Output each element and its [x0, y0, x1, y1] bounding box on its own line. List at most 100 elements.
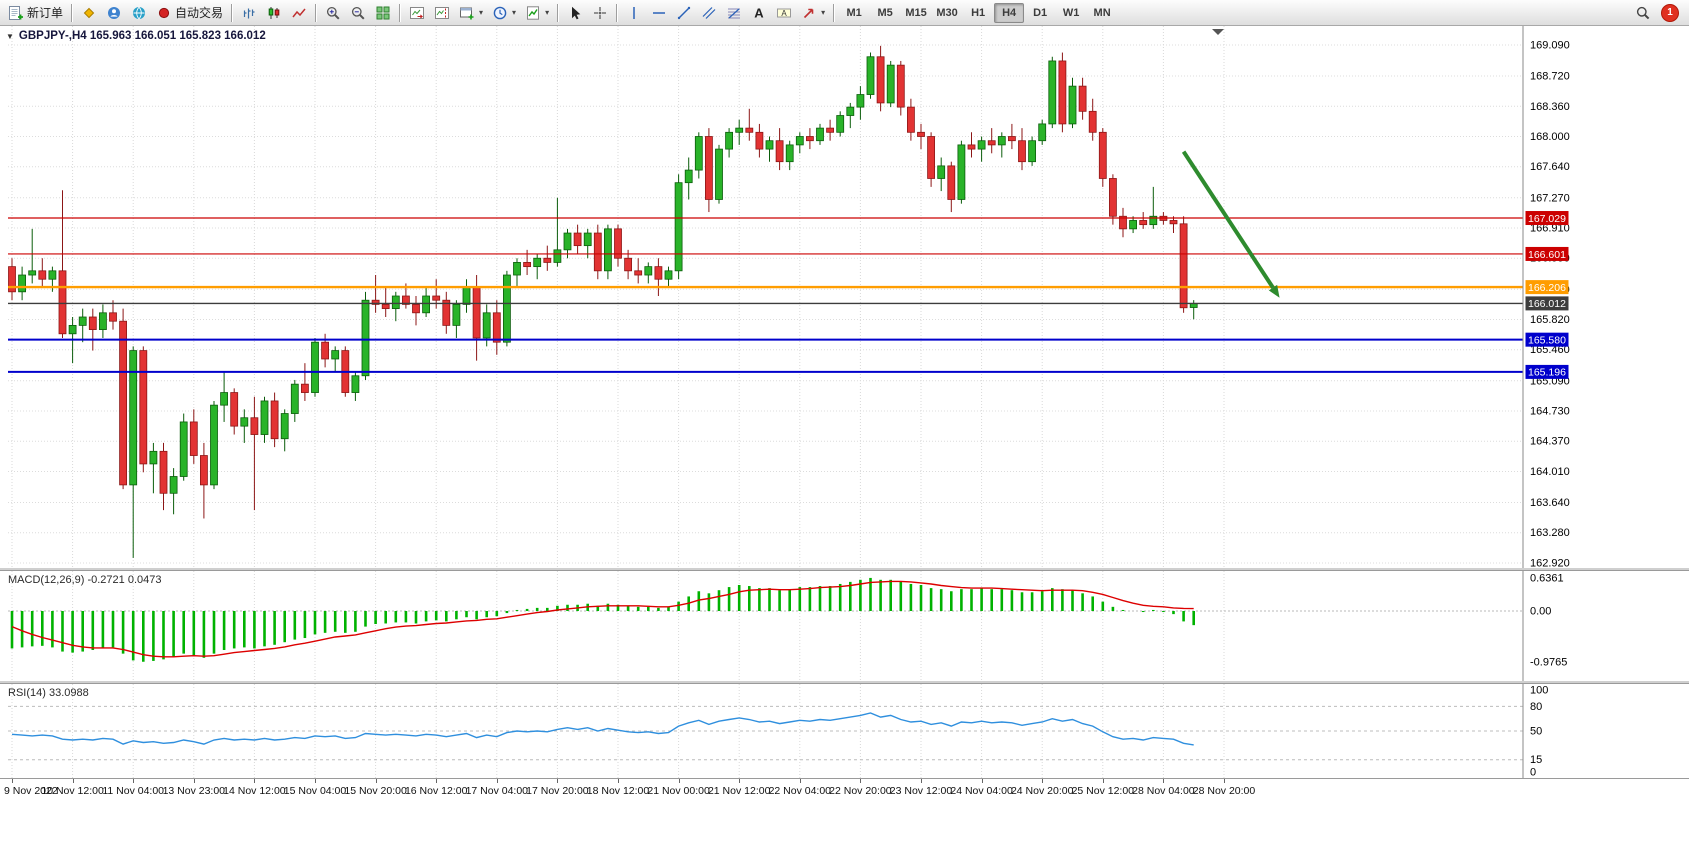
toolbar-divider	[231, 3, 234, 22]
new-order-icon	[8, 5, 24, 21]
timeframe-button-w1[interactable]: W1	[1062, 6, 1080, 19]
periods-button[interactable]: ▾	[488, 2, 520, 24]
svg-text:163.280: 163.280	[1530, 527, 1570, 539]
timeframe-button-m15[interactable]: M15	[905, 6, 927, 19]
profile-button[interactable]	[102, 2, 126, 24]
time-label: 11 Nov 04:00	[102, 785, 165, 797]
zoom-out-icon	[350, 5, 366, 21]
time-label: 21 Nov 12:00	[707, 785, 771, 797]
cursor-button[interactable]	[563, 2, 587, 24]
chart-header: ▼ GBPJPY-,H4 165.963 166.051 165.823 166…	[6, 30, 266, 42]
zoom-in-button[interactable]	[321, 2, 345, 24]
crosshair-button[interactable]	[588, 2, 612, 24]
svg-text:165.460: 165.460	[1530, 344, 1570, 356]
svg-text:0.6361: 0.6361	[1530, 572, 1564, 584]
svg-text:169.090: 169.090	[1530, 40, 1570, 52]
chevron-down-icon: ▾	[821, 8, 826, 17]
toolbar-divider	[557, 3, 560, 22]
pane-separator[interactable]	[0, 681, 1689, 684]
trendline-button[interactable]	[672, 2, 696, 24]
time-tick	[678, 779, 680, 783]
svg-text:80: 80	[1530, 701, 1542, 713]
time-tick	[557, 779, 559, 783]
time-axis[interactable]: 9 Nov 2022 10 Nov 12:00 11 Nov 04:00 13 Nov…	[0, 778, 1689, 801]
svg-text:15: 15	[1530, 754, 1542, 766]
time-tick	[1042, 779, 1044, 783]
horizontal-line-button[interactable]	[647, 2, 671, 24]
time-label: 25 Nov 12:00	[1071, 785, 1135, 797]
timeframe-button-m5[interactable]: M5	[877, 6, 893, 19]
chart-shift-button[interactable]	[430, 2, 454, 24]
svg-text:166.012: 166.012	[1528, 298, 1566, 310]
rsi-pane[interactable]: 100 80 50 15 0 RSI(14) 33.0988	[0, 684, 1689, 778]
timeframe-button-m1[interactable]: M1	[846, 6, 862, 19]
svg-text:50: 50	[1530, 726, 1542, 738]
vline-icon	[626, 5, 642, 21]
time-tick	[193, 779, 195, 783]
notification-badge[interactable]: 1	[1661, 3, 1679, 22]
toolbar-divider	[71, 3, 74, 22]
time-tick	[254, 779, 256, 783]
timeframe-button-m30[interactable]: M30	[936, 6, 958, 19]
fibonacci-button[interactable]	[722, 2, 746, 24]
arrows-icon	[801, 5, 817, 21]
time-label: 15 Nov 20:00	[344, 785, 407, 797]
zoom-in-icon	[325, 5, 341, 21]
toolbar-divider	[616, 3, 619, 22]
text-button[interactable]: A	[747, 2, 771, 24]
time-label: 24 Nov 20:00	[1010, 785, 1074, 797]
one-click-trading-toggle[interactable]: ▼	[6, 31, 14, 41]
indicators-icon	[525, 5, 541, 21]
time-tick	[1163, 779, 1165, 783]
channel-button[interactable]	[697, 2, 721, 24]
svg-text:167.029: 167.029	[1528, 213, 1566, 225]
line-chart-button[interactable]	[287, 2, 311, 24]
chevron-down-icon: ▾	[512, 8, 517, 17]
svg-text:163.640: 163.640	[1530, 497, 1570, 509]
main-chart-pane[interactable]: 169.090 168.720 168.360 168.000 167.640 167.2…	[0, 26, 1689, 568]
chart-symbol-ohlc: GBPJPY-,H4 165.963 166.051 165.823 166.0…	[18, 30, 266, 42]
time-tick	[72, 779, 74, 783]
trendline-icon	[676, 5, 692, 21]
time-label: 18 Nov 12:00	[586, 785, 650, 797]
text-label-icon: A	[776, 5, 792, 21]
timeframe-button-mn[interactable]: MN	[1093, 6, 1111, 19]
community-button[interactable]	[127, 2, 151, 24]
text-label-button[interactable]: A	[772, 2, 796, 24]
time-label: 28 Nov 20:00	[1192, 785, 1256, 797]
timeframe-button-d1[interactable]: D1	[1033, 6, 1048, 19]
new-chart-icon	[459, 5, 475, 21]
vertical-line-button[interactable]	[622, 2, 646, 24]
timeframe-button-h4[interactable]: H4	[994, 2, 1025, 23]
candlestick-chart-button[interactable]	[262, 2, 286, 24]
macd-pane[interactable]: 0.6361 0.00 -0.9765 MACD(12,26,9) -0.2721 …	[0, 571, 1689, 681]
svg-text:165.196: 165.196	[1528, 367, 1566, 379]
pane-separator[interactable]	[0, 568, 1689, 571]
search-icon[interactable]	[1635, 5, 1651, 21]
arrow-objects-button[interactable]: ▾	[797, 2, 829, 24]
svg-text:165.820: 165.820	[1530, 314, 1570, 326]
chevron-down-icon: ▾	[479, 8, 484, 17]
auto-scroll-button[interactable]	[405, 2, 429, 24]
timeframe-button-h1[interactable]: H1	[971, 6, 986, 19]
new-chart-button[interactable]: ▾	[455, 2, 487, 24]
mql5-button[interactable]	[77, 2, 101, 24]
svg-text:0.00: 0.00	[1530, 606, 1551, 618]
chart-shift-icon	[434, 5, 450, 21]
zoom-out-button[interactable]	[346, 2, 370, 24]
tile-windows-button[interactable]	[371, 2, 395, 24]
time-tick	[12, 779, 13, 783]
timeframe-group: M1 M5 M15 M30 H1 H4 D1 W1 MN	[839, 2, 1117, 23]
svg-text:168.000: 168.000	[1530, 131, 1570, 143]
bar-chart-button[interactable]	[237, 2, 261, 24]
time-tick	[436, 779, 438, 783]
time-tick	[375, 779, 377, 783]
indicators-button[interactable]: ▾	[521, 2, 553, 24]
new-order-button[interactable]: 新订单	[4, 2, 67, 24]
svg-text:-0.9765: -0.9765	[1530, 656, 1567, 668]
chevron-down-icon: ▾	[545, 8, 550, 17]
time-tick	[1102, 779, 1104, 783]
svg-text:164.010: 164.010	[1530, 466, 1570, 478]
autotrading-button[interactable]: 自动交易	[152, 2, 227, 24]
toolbar-left-group: 新订单 自动交易 ▾ ▾ ▾ A A ▾	[4, 2, 838, 24]
